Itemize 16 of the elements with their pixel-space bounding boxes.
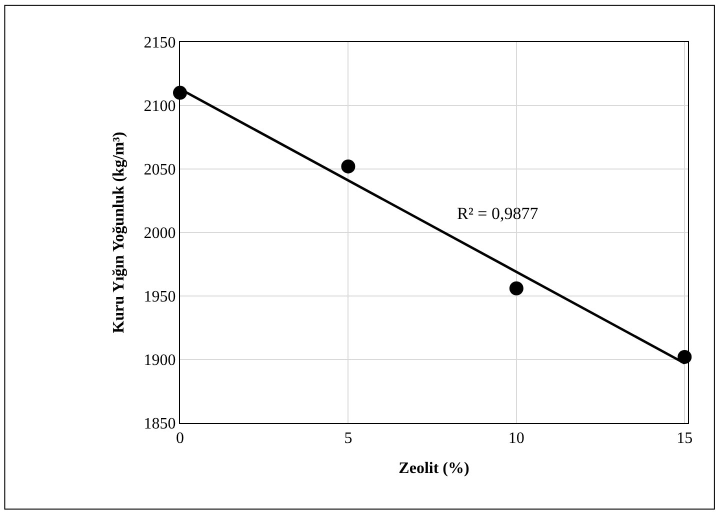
annotation: R² = 0,9877 xyxy=(457,204,539,223)
y-tick-label: 2000 xyxy=(144,225,176,242)
y-axis-title: Kuru Yığın Yoğunluk (kg/m³) xyxy=(110,132,128,334)
point xyxy=(509,281,524,296)
y-tick-label: 2050 xyxy=(144,162,176,179)
y-tick-label: 1900 xyxy=(144,352,176,370)
x-tick-label: 10 xyxy=(508,430,524,448)
x-tick-label: 0 xyxy=(176,430,184,448)
x-tick-label: 15 xyxy=(676,430,693,448)
y-tick-label: 1850 xyxy=(144,416,176,433)
x-axis-title: Zeolit (%) xyxy=(398,460,470,477)
y-tick-label: 1950 xyxy=(144,288,176,306)
x-tick-label: 5 xyxy=(344,430,352,448)
y-tick-label: 2150 xyxy=(144,34,176,52)
y-tick-label: 2100 xyxy=(144,98,176,116)
point xyxy=(341,159,356,174)
